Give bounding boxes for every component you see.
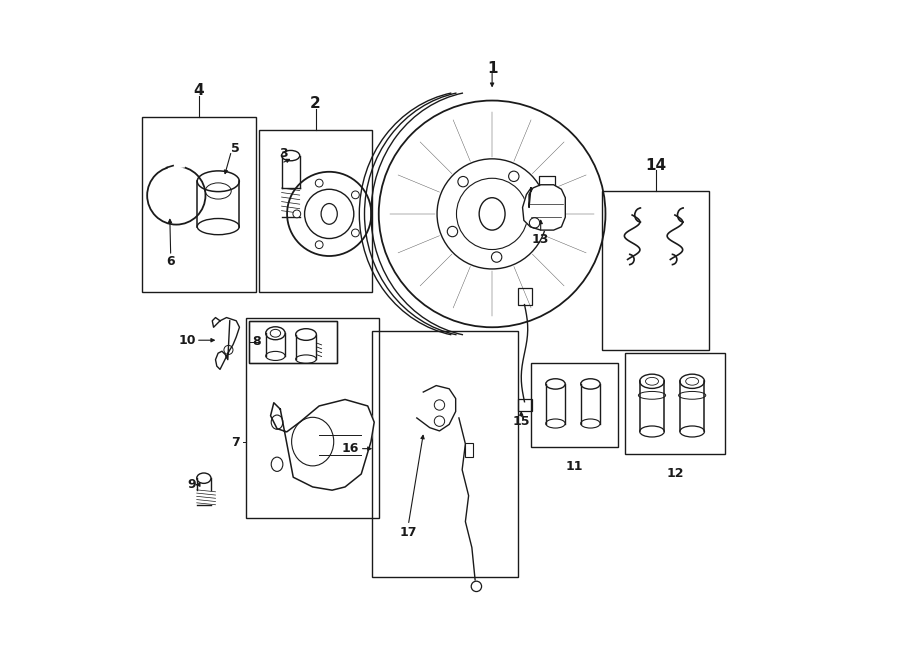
Text: 9: 9: [187, 478, 196, 491]
Bar: [602, 191, 709, 350]
Text: 6: 6: [166, 255, 175, 268]
Text: 12: 12: [666, 467, 684, 479]
Circle shape: [352, 229, 359, 237]
Bar: [518, 399, 532, 411]
Bar: [373, 330, 518, 576]
Bar: [465, 443, 473, 457]
Text: 11: 11: [566, 460, 583, 473]
Text: 10: 10: [179, 334, 196, 347]
Bar: [531, 363, 618, 447]
Bar: [518, 288, 532, 305]
Circle shape: [315, 179, 323, 187]
Text: 7: 7: [230, 436, 239, 449]
Bar: [249, 321, 337, 363]
Polygon shape: [271, 399, 374, 490]
Text: 2: 2: [310, 97, 321, 111]
Bar: [259, 130, 373, 292]
Circle shape: [529, 217, 540, 228]
Text: 15: 15: [512, 414, 530, 428]
Text: 1: 1: [487, 61, 498, 75]
Bar: [625, 353, 725, 453]
Text: 17: 17: [400, 526, 418, 539]
Circle shape: [458, 176, 468, 187]
Polygon shape: [523, 184, 565, 230]
Text: 5: 5: [231, 141, 239, 155]
Bar: [246, 317, 379, 518]
Circle shape: [292, 210, 301, 217]
Text: 3: 3: [280, 147, 288, 161]
Circle shape: [352, 191, 359, 199]
Bar: [249, 321, 337, 363]
Text: 8: 8: [252, 335, 261, 348]
Text: 16: 16: [342, 442, 359, 455]
Circle shape: [315, 241, 323, 249]
Circle shape: [447, 226, 457, 237]
Text: 14: 14: [645, 158, 666, 173]
Circle shape: [508, 171, 519, 182]
Bar: [142, 117, 256, 292]
Circle shape: [491, 252, 502, 262]
Text: 13: 13: [532, 233, 549, 247]
Text: 4: 4: [194, 83, 204, 98]
